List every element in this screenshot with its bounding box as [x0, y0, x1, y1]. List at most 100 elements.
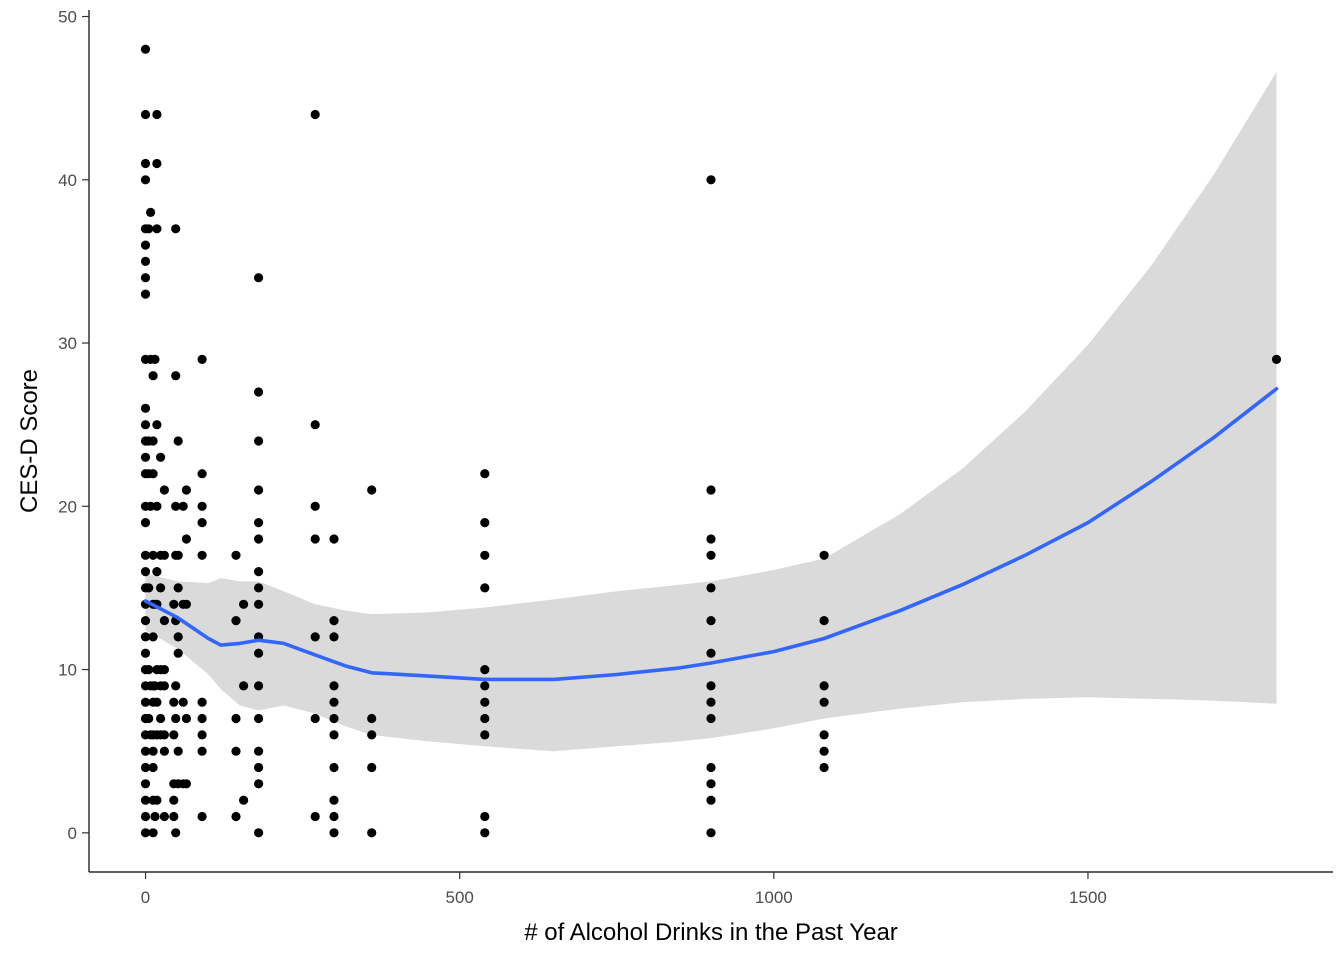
data-point	[156, 713, 166, 724]
smooth-fit-line	[143, 387, 1279, 682]
data-point	[254, 485, 264, 495]
data-point	[706, 762, 716, 773]
data-point	[173, 648, 183, 658]
data-point	[140, 648, 151, 658]
data-point	[329, 828, 339, 838]
y-tick-label: 40	[58, 171, 77, 190]
data-point	[159, 616, 169, 626]
data-point	[367, 713, 377, 724]
data-point	[329, 616, 339, 626]
data-point	[171, 828, 181, 838]
data-point	[480, 681, 490, 691]
data-point	[310, 501, 320, 511]
data-point	[231, 550, 241, 560]
data-point	[156, 452, 166, 462]
data-point	[254, 779, 264, 789]
data-point	[310, 420, 320, 430]
data-point	[254, 534, 264, 544]
y-ticks: 0 10 20 30 40 50	[58, 8, 89, 843]
data-point	[173, 550, 183, 560]
data-point	[148, 550, 158, 560]
y-tick-label: 0	[68, 824, 77, 843]
data-point	[367, 828, 377, 838]
data-point	[159, 485, 169, 495]
data-point	[254, 518, 264, 528]
data-point	[329, 632, 339, 642]
data-point	[181, 485, 191, 495]
data-point	[148, 746, 158, 756]
data-point	[706, 583, 716, 593]
data-point	[480, 697, 490, 707]
data-point	[480, 518, 490, 528]
data-point	[706, 779, 716, 789]
data-point	[140, 795, 151, 805]
data-point	[152, 224, 162, 234]
data-point	[181, 713, 191, 724]
data-point	[150, 354, 160, 364]
data-point	[254, 387, 264, 397]
data-point	[329, 697, 339, 707]
data-point	[197, 469, 207, 479]
data-point	[706, 485, 716, 495]
data-point	[150, 811, 160, 822]
y-tick-label: 50	[58, 8, 77, 27]
data-point	[173, 436, 183, 446]
data-point	[819, 730, 829, 740]
data-point	[819, 746, 829, 756]
data-point	[197, 354, 207, 364]
data-point	[144, 583, 154, 593]
data-point	[152, 109, 162, 120]
data-point	[367, 762, 377, 773]
data-point	[329, 534, 339, 544]
data-point	[152, 501, 162, 511]
data-point	[140, 175, 151, 185]
data-point	[140, 746, 151, 756]
data-point	[140, 550, 151, 560]
data-point	[231, 811, 241, 822]
data-point	[159, 681, 169, 691]
data-point	[329, 681, 339, 691]
data-point	[706, 175, 716, 185]
data-point	[706, 648, 716, 658]
data-point	[173, 632, 183, 642]
data-point	[329, 762, 339, 773]
data-point	[254, 583, 264, 593]
data-point	[480, 550, 490, 560]
data-point	[148, 632, 158, 642]
data-point	[197, 730, 207, 740]
data-point	[310, 534, 320, 544]
data-point	[152, 697, 162, 707]
confidence-band	[145, 72, 1277, 752]
data-point	[706, 795, 716, 805]
data-point	[197, 811, 207, 822]
x-tick-label: 1000	[755, 888, 793, 907]
data-point	[140, 567, 151, 577]
data-point	[197, 501, 207, 511]
data-point	[706, 828, 716, 838]
data-point	[140, 403, 151, 413]
data-point	[239, 795, 249, 805]
data-point	[329, 811, 339, 822]
axes-layer	[88, 10, 1333, 873]
data-point	[152, 420, 162, 430]
data-point	[140, 632, 151, 642]
data-point	[329, 795, 339, 805]
data-point	[140, 273, 151, 283]
data-point	[254, 648, 264, 658]
data-point	[480, 665, 490, 675]
data-point	[140, 828, 151, 838]
data-point	[1271, 354, 1282, 364]
data-point	[706, 697, 716, 707]
data-point	[159, 550, 169, 560]
data-point	[329, 730, 339, 740]
data-point	[152, 795, 162, 805]
data-point	[146, 501, 156, 511]
data-point	[148, 828, 158, 838]
y-tick-label: 30	[58, 334, 77, 353]
data-point	[148, 436, 158, 446]
y-axis-title: CES-D Score	[16, 369, 43, 513]
data-point	[140, 779, 151, 789]
data-point	[156, 583, 166, 593]
data-point	[706, 534, 716, 544]
